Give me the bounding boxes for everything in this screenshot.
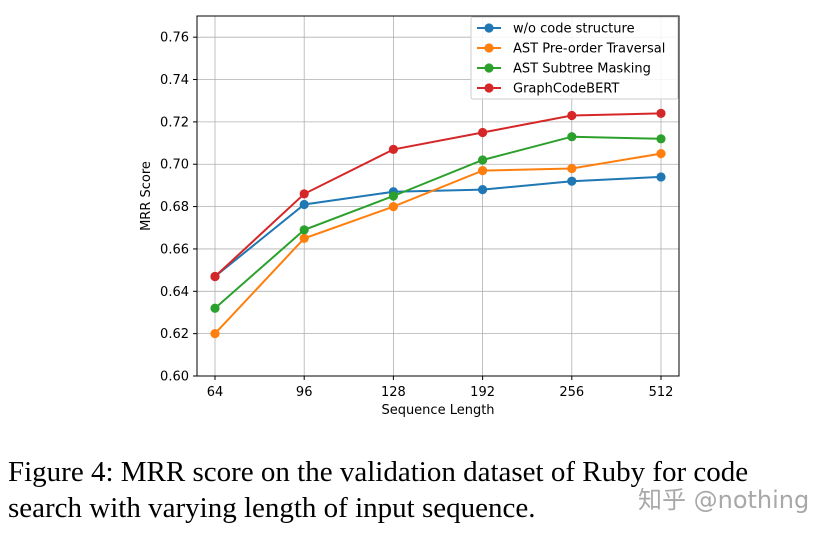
- data-point: [210, 303, 220, 313]
- series-line: [214, 112, 662, 278]
- data-point: [656, 149, 666, 159]
- series-group: [210, 108, 666, 339]
- data-point: [299, 225, 309, 235]
- data-point: [567, 163, 577, 174]
- data-point: [478, 165, 488, 176]
- x-tick-label: 512: [649, 385, 674, 400]
- x-tick-label: 96: [296, 385, 313, 400]
- series-line: [214, 135, 662, 309]
- legend-marker: [484, 63, 494, 73]
- legend-marker: [484, 43, 494, 53]
- data-point: [478, 127, 488, 138]
- data-point: [299, 199, 309, 210]
- data-point: [478, 155, 488, 165]
- legend-label: GraphCodeBERT: [513, 82, 619, 97]
- legend-item: AST Pre-order Traversal: [477, 42, 665, 57]
- legend-item: AST Subtree Masking: [477, 62, 651, 77]
- chart: 0.60 0.62 0.64 0.66 0.68 0.70 0.72 0.74 0.76 64 9…: [139, 15, 680, 418]
- y-axis-ticks: 0.60 0.62 0.64 0.66 0.68 0.70 0.72 0.74 0.76: [160, 31, 197, 385]
- series-line: [214, 175, 662, 278]
- y-tick-label: 0.68: [160, 200, 189, 215]
- legend-label: AST Pre-order Traversal: [513, 42, 665, 57]
- data-point: [567, 132, 577, 142]
- data-point: [299, 233, 309, 243]
- data-point: [210, 329, 220, 339]
- y-tick-label: 0.62: [160, 327, 189, 342]
- legend-box: [470, 16, 679, 100]
- legend-label: AST Subtree Masking: [513, 62, 651, 77]
- y-tick-label: 0.76: [160, 31, 189, 46]
- series-2: [210, 132, 666, 313]
- data-point: [567, 176, 577, 186]
- data-point: [299, 189, 309, 199]
- x-tick-label: 192: [470, 385, 495, 400]
- grid-lines: [197, 16, 679, 377]
- legend-marker: [484, 23, 494, 33]
- figure-caption: Figure 4: MRR score on the validation da…: [8, 456, 749, 524]
- y-tick-label: 0.74: [160, 73, 189, 88]
- data-point: [656, 108, 666, 119]
- y-tick-label: 0.60: [160, 370, 189, 385]
- x-axis-ticks: 64 96 128 192 256 512: [207, 376, 674, 400]
- legend-marker: [484, 83, 494, 93]
- series-3: [210, 108, 666, 282]
- data-point: [656, 134, 666, 144]
- data-point: [567, 110, 577, 121]
- x-tick-label: 64: [207, 385, 224, 400]
- series-1: [210, 149, 666, 339]
- legend-item: GraphCodeBERT: [477, 82, 619, 97]
- y-tick-label: 0.72: [160, 115, 189, 130]
- watermark: 知乎 @nothing: [638, 486, 810, 514]
- data-point: [478, 185, 488, 195]
- plot-frame: [196, 15, 680, 377]
- x-tick-label: 128: [381, 385, 406, 400]
- data-point: [388, 144, 398, 155]
- legend: w/o code structure AST Pre-order Traversa…: [470, 16, 679, 100]
- data-point: [656, 172, 666, 182]
- data-point: [210, 271, 220, 282]
- series-line: [214, 152, 662, 335]
- data-point: [388, 201, 398, 212]
- y-axis-label: MRR Score: [139, 161, 154, 231]
- legend-label: w/o code structure: [513, 22, 635, 37]
- y-tick-label: 0.70: [160, 158, 189, 173]
- y-tick-label: 0.66: [160, 242, 189, 257]
- legend-item: w/o code structure: [477, 22, 635, 37]
- y-tick-label: 0.64: [160, 285, 189, 300]
- x-axis-label: Sequence Length: [381, 403, 494, 418]
- data-point: [388, 191, 398, 201]
- x-tick-label: 256: [559, 385, 584, 400]
